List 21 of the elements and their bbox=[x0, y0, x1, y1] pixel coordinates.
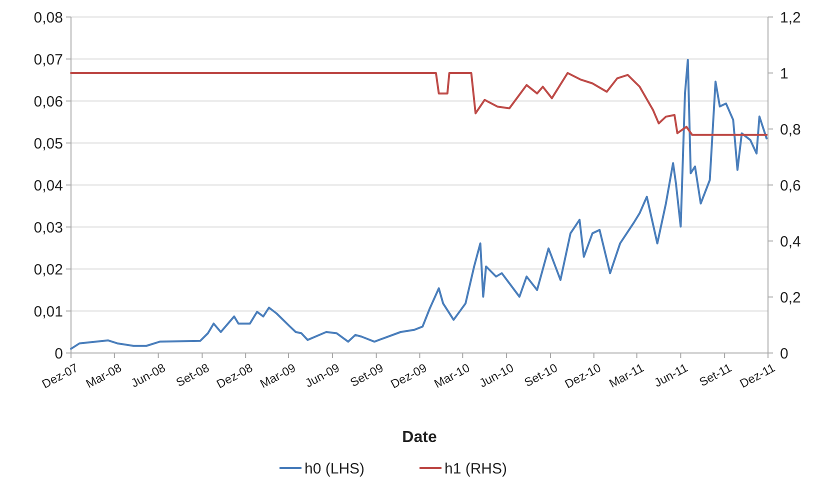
y2-tick-label: 0,6 bbox=[780, 177, 801, 194]
y-tick-label: 0,06 bbox=[34, 93, 63, 110]
y-tick-label: 0,01 bbox=[34, 303, 63, 320]
y-tick-label: 0,07 bbox=[34, 51, 63, 68]
line-series bbox=[70, 58, 768, 350]
y-tick-label: 0,04 bbox=[34, 177, 63, 194]
y-tick-label: 0,03 bbox=[34, 219, 63, 236]
y-tick-label: 0 bbox=[54, 345, 63, 362]
y-tick-label: 0,02 bbox=[34, 261, 63, 278]
x-axis-title: Date bbox=[402, 429, 437, 446]
line-series bbox=[70, 72, 768, 136]
y2-tick-label: 0,2 bbox=[780, 289, 801, 306]
y2-tick-label: 1,2 bbox=[780, 9, 801, 26]
y2-tick-label: 1 bbox=[780, 65, 788, 82]
y-tick-label: 0,08 bbox=[34, 9, 63, 26]
y2-tick-label: 0,4 bbox=[780, 233, 801, 250]
legend-label: h1 (RHS) bbox=[444, 460, 508, 478]
legend-label: h0 (LHS) bbox=[304, 460, 365, 478]
y-tick-label: 0,05 bbox=[34, 135, 63, 152]
y2-tick-label: 0,8 bbox=[780, 121, 801, 138]
y2-tick-label: 0 bbox=[780, 345, 788, 362]
